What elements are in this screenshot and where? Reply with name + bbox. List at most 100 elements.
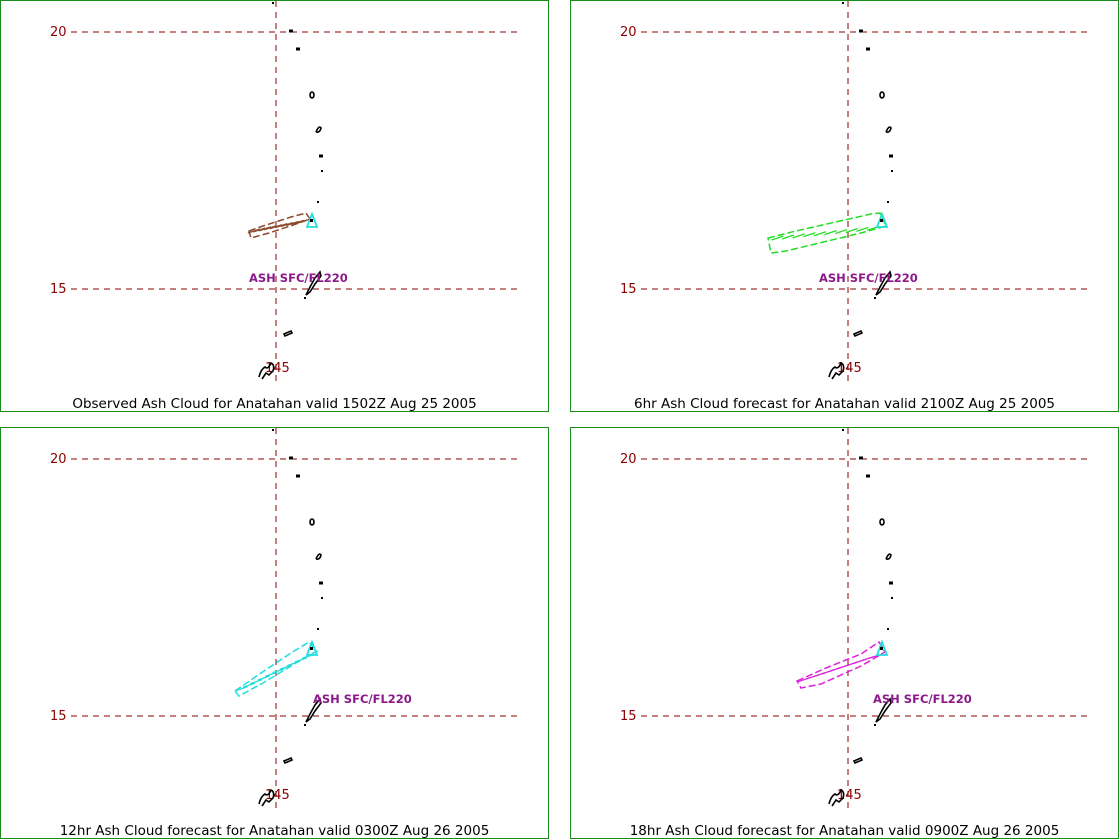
- hatch-mark: [792, 233, 805, 239]
- ash-cloud-hatch: [797, 653, 882, 683]
- panel-observed: 20 15 145 ASH SFC/FL220 Observed Ash Cloud …: [0, 0, 549, 412]
- ash-cloud-outline: [233, 641, 319, 697]
- ash-label: ASH SFC/FL220: [249, 271, 348, 285]
- volcano-triangle-icon: [305, 639, 319, 656]
- hatch-mark: [247, 228, 261, 234]
- hatch-mark: [257, 675, 270, 681]
- island-saipan: [875, 697, 892, 723]
- caption-6hr: 6hr Ash Cloud forecast for Anatahan vali…: [634, 396, 1055, 412]
- island: [874, 297, 876, 299]
- latitude-label-15: 15: [50, 709, 67, 724]
- island: [309, 91, 315, 99]
- latitude-label-20: 20: [620, 452, 637, 467]
- island: [887, 201, 889, 203]
- panel-12hr: 20 15 145 ASH SFC/FL220 12hr Ash Cloud fore…: [0, 427, 549, 839]
- volcano-marker: [310, 647, 313, 650]
- hatch-mark: [824, 230, 837, 236]
- island: [879, 91, 885, 99]
- island-rota: [282, 329, 294, 338]
- island: [866, 47, 870, 51]
- island: [866, 474, 870, 478]
- islands: [828, 429, 893, 807]
- hatch-mark: [269, 224, 283, 230]
- hatch-mark: [242, 682, 256, 688]
- hatch-mark: [297, 218, 310, 224]
- island: [317, 628, 319, 630]
- hatch-mark: [834, 228, 848, 235]
- island: [879, 518, 885, 526]
- ash-cloud-hatch: [247, 218, 310, 234]
- islands: [258, 2, 323, 380]
- hatch-mark: [803, 232, 816, 238]
- hatch-mark: [279, 664, 293, 670]
- volcano-triangle-icon: [875, 639, 889, 656]
- hatch-mark: [250, 678, 263, 685]
- islands: [258, 429, 323, 807]
- volcano-triangle-icon: [875, 211, 889, 228]
- volcano-marker: [880, 647, 883, 650]
- hatch-mark: [280, 221, 294, 228]
- hatch-mark: [294, 657, 307, 663]
- island: [889, 154, 893, 158]
- hatch-mark: [781, 234, 795, 240]
- island: [289, 456, 293, 460]
- island-saipan: [305, 697, 322, 723]
- island-guam: [258, 361, 275, 380]
- ash-cloud-outline: [795, 640, 887, 689]
- island: [842, 429, 844, 431]
- caption-12hr: 12hr Ash Cloud forecast for Anatahan val…: [59, 823, 490, 839]
- island: [859, 29, 863, 33]
- volcano-triangle-icon: [305, 211, 319, 228]
- hatch-mark: [258, 226, 272, 232]
- caption-18hr: 18hr Ash Cloud forecast for Anatahan val…: [629, 823, 1060, 839]
- hatch-mark: [275, 223, 288, 229]
- island: [296, 474, 300, 478]
- 6hr-ash-cloud: [767, 212, 888, 254]
- island: [272, 429, 274, 431]
- ash-cloud-outline: [767, 212, 888, 254]
- hatch-mark: [287, 660, 300, 667]
- hatch-mark: [813, 231, 827, 237]
- island: [889, 581, 893, 585]
- island: [304, 724, 306, 726]
- ash-label: ASH SFC/FL220: [313, 692, 412, 706]
- panel-18hr: 20 15 145 ASH SFC/FL220 18hr Ash Cloud fore…: [570, 427, 1119, 839]
- island-guam: [828, 788, 845, 807]
- volcano-marker: [310, 219, 313, 222]
- island-guam: [828, 361, 845, 380]
- map-observed: 20 15 145 ASH SFC/FL220: [50, 1, 521, 381]
- hatch-mark: [291, 219, 305, 226]
- island: [319, 154, 323, 158]
- ash-label: ASH SFC/FL220: [873, 692, 972, 706]
- island-rota: [852, 329, 864, 338]
- hatch-mark: [253, 227, 266, 233]
- latitude-label-15: 15: [620, 282, 637, 297]
- latitude-label-15: 15: [620, 709, 637, 724]
- islands: [828, 2, 893, 380]
- island: [315, 553, 322, 560]
- island: [289, 29, 293, 33]
- island-rota: [282, 756, 294, 765]
- hatch-mark: [264, 225, 277, 231]
- island-saipan: [875, 270, 892, 296]
- panel-6hr: 20 15 145 ASH SFC/FL220 6hr Ash Cloud forec…: [570, 0, 1119, 412]
- island: [321, 597, 323, 599]
- island: [891, 597, 893, 599]
- hatch-mark: [771, 235, 784, 241]
- caption-observed: Observed Ash Cloud for Anatahan valid 15…: [72, 396, 477, 412]
- island: [272, 2, 274, 4]
- hatch-mark: [856, 226, 869, 233]
- ash-cloud-hatch: [235, 653, 315, 692]
- volcano-marker: [880, 219, 883, 222]
- island: [296, 47, 300, 51]
- island-rota: [852, 756, 864, 765]
- longitude-label-145: 145: [265, 361, 290, 376]
- latitude-label-20: 20: [50, 452, 67, 467]
- island: [887, 628, 889, 630]
